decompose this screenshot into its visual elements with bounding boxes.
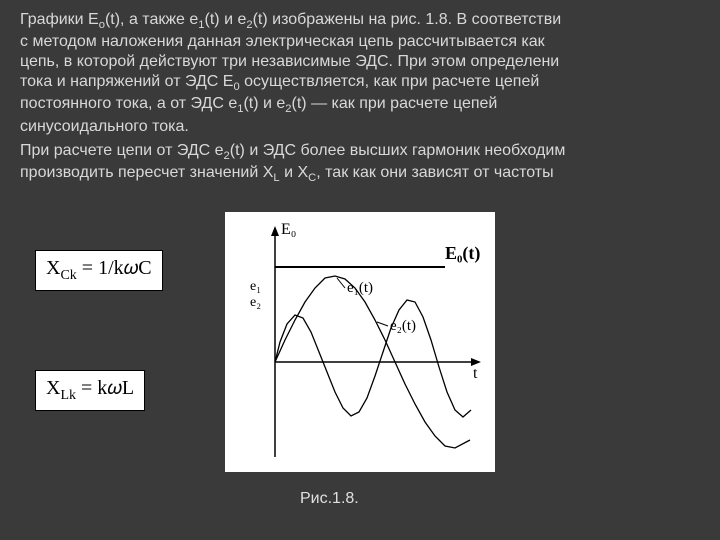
svg-text:E₀: E₀ [281,221,296,238]
text: (t) и ЭДС более высших гармоник необходи… [230,142,566,159]
svg-text:t: t [473,365,478,382]
formula-rhs: = k𝜔L [76,377,134,399]
paragraph-1: Графики Eo(t), а также e1(t) и e2(t) изо… [20,10,720,137]
figure-caption: Рис.1.8. [300,490,359,508]
text: с методом наложения данная электрическая… [20,33,545,50]
waveform-diagram: E₀ t E₀(t) e₁e₂ e₁(t) e₂(t) [225,212,495,472]
svg-text:e₂: e₂ [250,295,261,310]
text: тока и напряжений от ЭДС E [20,73,233,90]
text: синусоидального тока. [20,118,189,135]
text: , так как они зависят от частоты [316,164,553,181]
formula-xck: XCk = 1/k𝜔C [35,250,163,291]
text: цепь, в которой действуют три независимы… [20,53,559,70]
paragraph-2: При расчете цепи от ЭДС e2(t) и ЭДС боле… [20,141,720,185]
text: (t) и e [205,11,247,28]
text: постоянного тока, а от ЭДС e [20,95,237,112]
svg-text:e₂(t): e₂(t) [390,318,416,334]
formula-xlk: XLk = k𝜔L [35,370,145,411]
formula-rhs: = 1/k𝜔C [77,257,152,279]
subscript: Ck [60,268,76,283]
text: производить пересчет значений X [20,164,273,181]
text: Графики E [20,11,99,28]
subscript: Lk [60,388,76,403]
svg-text:E₀(t): E₀(t) [445,243,480,264]
text: (t) — как при расчете цепей [292,95,498,112]
text: осуществляется, как при расчете цепей [240,73,540,90]
formula-lhs: X [46,377,60,399]
text: При расчете цепи от ЭДС e [20,142,224,159]
formula-lhs: X [46,257,60,279]
text: (t) и e [243,95,285,112]
svg-text:e₁(t): e₁(t) [347,280,373,296]
text: (t), а также e [105,11,198,28]
slide-page: Графики Eo(t), а также e1(t) и e2(t) изо… [0,0,720,540]
text: и X [280,164,309,181]
waveform-svg: E₀ t E₀(t) e₁e₂ e₁(t) e₂(t) [225,212,495,472]
text: (t) изображены на рис. 1.8. В соответств… [253,11,562,28]
svg-text:e₁: e₁ [250,279,261,294]
